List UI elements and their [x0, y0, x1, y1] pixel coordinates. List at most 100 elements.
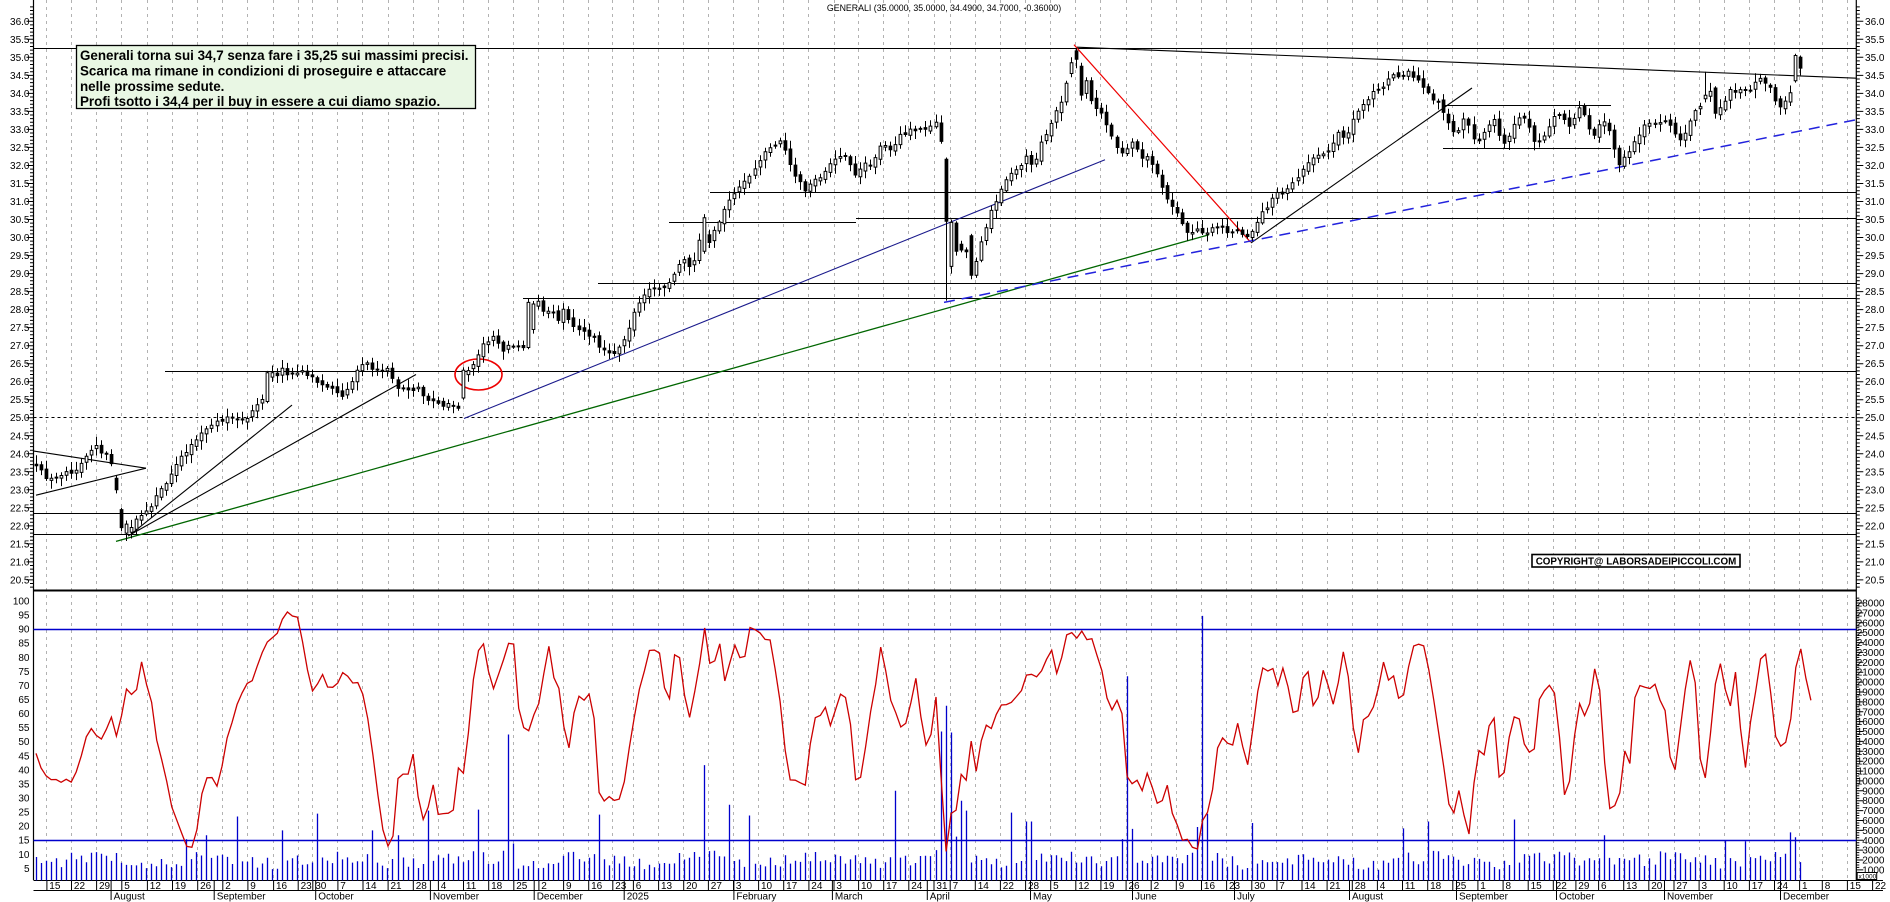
svg-text:34.5: 34.5: [1865, 71, 1885, 82]
svg-text:23.0: 23.0: [1865, 485, 1885, 496]
svg-text:26.0: 26.0: [10, 377, 30, 388]
svg-text:23.5: 23.5: [10, 467, 30, 478]
svg-text:15: 15: [49, 881, 61, 892]
svg-text:29: 29: [99, 881, 111, 892]
svg-text:4: 4: [441, 881, 447, 892]
svg-text:20: 20: [1651, 881, 1663, 892]
svg-text:COPYRIGHT@ LABORSADEIPICCOLI.C: COPYRIGHT@ LABORSADEIPICCOLI.COM: [1536, 557, 1737, 568]
svg-text:36.0: 36.0: [1865, 17, 1885, 28]
svg-text:3: 3: [736, 881, 742, 892]
svg-text:28.5: 28.5: [10, 287, 30, 298]
svg-text:34.0: 34.0: [1865, 89, 1885, 100]
svg-text:22: 22: [1875, 881, 1887, 892]
svg-text:2000: 2000: [1862, 856, 1885, 867]
svg-text:9000: 9000: [1862, 786, 1885, 797]
svg-text:25.0: 25.0: [10, 413, 30, 424]
svg-text:Scarica ma rimane in condizion: Scarica ma rimane in condizioni di prose…: [80, 63, 446, 78]
svg-text:26.0: 26.0: [1865, 377, 1885, 388]
svg-text:11: 11: [1405, 881, 1416, 892]
svg-text:21.0: 21.0: [10, 557, 30, 568]
svg-text:4: 4: [1380, 881, 1386, 892]
svg-text:6000: 6000: [1862, 816, 1885, 827]
svg-text:20: 20: [686, 881, 698, 892]
svg-text:1: 1: [1480, 881, 1486, 892]
svg-text:13000: 13000: [1857, 747, 1885, 758]
svg-text:17: 17: [886, 881, 898, 892]
svg-text:16: 16: [276, 881, 288, 892]
svg-text:90: 90: [18, 625, 30, 636]
svg-text:22: 22: [1003, 881, 1015, 892]
svg-text:21: 21: [391, 881, 403, 892]
svg-text:18: 18: [491, 881, 503, 892]
svg-text:19: 19: [1103, 881, 1115, 892]
svg-text:95: 95: [18, 611, 30, 622]
svg-text:30.0: 30.0: [1865, 233, 1885, 244]
svg-text:24.5: 24.5: [1865, 431, 1885, 442]
svg-text:65: 65: [18, 695, 30, 706]
svg-text:25000: 25000: [1857, 628, 1885, 639]
svg-text:10000: 10000: [1857, 776, 1885, 787]
svg-text:12000: 12000: [1857, 757, 1885, 768]
svg-text:3000: 3000: [1862, 846, 1885, 857]
svg-text:22.0: 22.0: [1865, 521, 1885, 532]
svg-text:20: 20: [18, 822, 30, 833]
svg-text:35.5: 35.5: [1865, 35, 1885, 46]
svg-text:31.0: 31.0: [1865, 197, 1885, 208]
svg-text:27.0: 27.0: [1865, 341, 1885, 352]
svg-text:24.0: 24.0: [10, 449, 30, 460]
svg-text:32.0: 32.0: [1865, 161, 1885, 172]
svg-text:November: November: [433, 891, 480, 902]
svg-text:17: 17: [786, 881, 798, 892]
svg-text:3: 3: [836, 881, 842, 892]
svg-text:September: September: [217, 891, 267, 902]
svg-text:November: November: [1667, 891, 1714, 902]
svg-text:28.0: 28.0: [10, 305, 30, 316]
svg-text:31.0: 31.0: [10, 197, 30, 208]
svg-text:33.5: 33.5: [10, 107, 30, 118]
svg-text:6: 6: [1601, 881, 1607, 892]
svg-text:14: 14: [978, 881, 990, 892]
svg-text:26: 26: [1129, 881, 1141, 892]
svg-text:27: 27: [711, 881, 723, 892]
svg-text:3: 3: [1702, 881, 1708, 892]
svg-text:8: 8: [1506, 881, 1512, 892]
svg-text:26.5: 26.5: [1865, 359, 1885, 370]
svg-text:11: 11: [466, 881, 477, 892]
svg-text:27000: 27000: [1857, 608, 1885, 619]
svg-text:May: May: [1033, 891, 1052, 902]
svg-text:29.5: 29.5: [1865, 251, 1885, 262]
svg-text:29.0: 29.0: [10, 269, 30, 280]
svg-text:23000: 23000: [1857, 648, 1885, 659]
svg-text:8000: 8000: [1862, 796, 1885, 807]
svg-text:31.5: 31.5: [1865, 179, 1885, 190]
svg-text:24: 24: [911, 881, 923, 892]
svg-text:31.5: 31.5: [10, 179, 30, 190]
svg-text:34.0: 34.0: [10, 89, 30, 100]
svg-text:33.5: 33.5: [1865, 107, 1885, 118]
svg-text:4000: 4000: [1862, 836, 1885, 847]
svg-text:22.5: 22.5: [10, 503, 30, 514]
svg-text:30: 30: [18, 794, 30, 805]
svg-text:5: 5: [124, 881, 130, 892]
svg-text:10: 10: [861, 881, 873, 892]
svg-text:October: October: [1559, 891, 1595, 902]
svg-text:14: 14: [365, 881, 377, 892]
svg-text:August: August: [114, 891, 145, 902]
svg-text:19000: 19000: [1857, 688, 1885, 699]
svg-text:31: 31: [936, 881, 948, 892]
svg-text:September: September: [1459, 891, 1509, 902]
svg-text:25.0: 25.0: [1865, 413, 1885, 424]
svg-text:2: 2: [225, 881, 231, 892]
svg-text:17: 17: [1752, 881, 1764, 892]
svg-text:9: 9: [566, 881, 572, 892]
svg-text:55: 55: [18, 723, 30, 734]
svg-text:27.5: 27.5: [10, 323, 30, 334]
svg-text:27.5: 27.5: [1865, 323, 1885, 334]
svg-text:35: 35: [18, 779, 30, 790]
svg-text:25: 25: [516, 881, 528, 892]
svg-text:13: 13: [661, 881, 673, 892]
svg-text:28.5: 28.5: [1865, 287, 1885, 298]
svg-text:GENERALI (35.0000, 35.0000, 34: GENERALI (35.0000, 35.0000, 34.4900, 34.…: [827, 3, 1061, 13]
svg-text:5: 5: [24, 864, 30, 875]
svg-text:21: 21: [1330, 881, 1342, 892]
